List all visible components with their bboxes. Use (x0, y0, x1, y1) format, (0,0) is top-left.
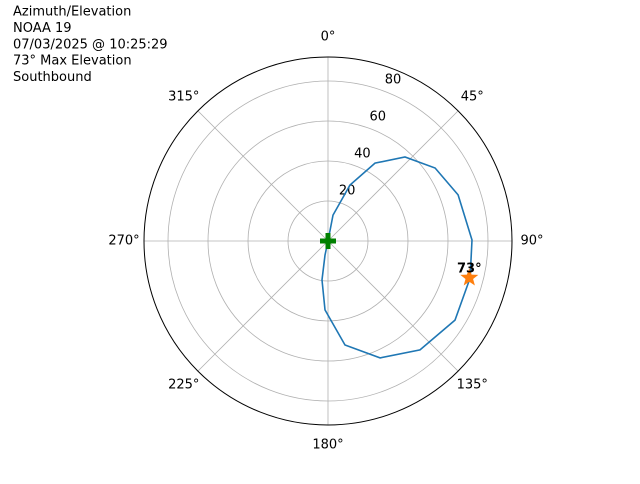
grid-spoke (327, 240, 459, 372)
annotation: 07/03/2025 @ 10:25:29 (13, 37, 168, 52)
r-tick-label: 60 (369, 109, 386, 124)
grid-spoke (197, 110, 329, 242)
theta-tick-label: 90° (520, 234, 543, 249)
max-marker (460, 268, 479, 286)
start-marker (320, 233, 336, 249)
theta-tick-label: 225° (168, 378, 199, 393)
theta-tick-label: 45° (461, 89, 484, 104)
r-tick-label: 80 (385, 72, 402, 87)
theta-tick-label: 270° (108, 234, 139, 249)
annotation: 73° Max Elevation (13, 54, 132, 69)
theta-tick-label: 135° (457, 378, 488, 393)
theta-tick-label: 315° (168, 89, 199, 104)
theta-tick-label: 180° (312, 438, 343, 453)
chart-title: Azimuth/Elevation (13, 5, 131, 20)
annotation: NOAA 19 (13, 21, 72, 36)
grid-spoke (327, 110, 459, 242)
r-tick-label: 40 (354, 146, 371, 161)
theta-tick-label: 0° (321, 30, 336, 45)
data-label: 73° (457, 261, 482, 276)
annotation: Southbound (13, 70, 92, 85)
outer-frame (143, 56, 513, 426)
grid-spoke (197, 240, 329, 372)
